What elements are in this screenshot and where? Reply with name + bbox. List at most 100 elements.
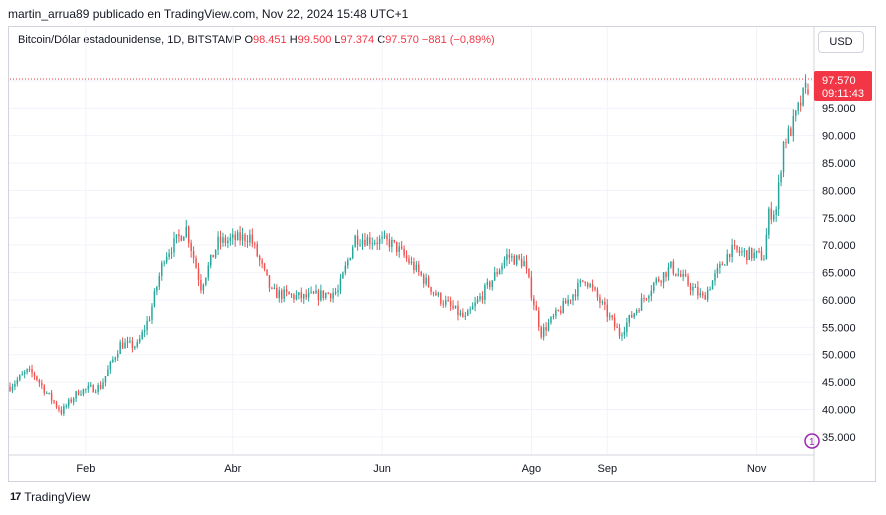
candle-body xyxy=(244,234,246,242)
candle xyxy=(418,260,420,276)
candle-body xyxy=(594,287,596,290)
candle-body xyxy=(631,315,633,318)
candle xyxy=(386,233,388,246)
candle-body xyxy=(241,234,244,241)
candle-body xyxy=(293,294,295,300)
candle-body xyxy=(721,263,724,266)
candle-body xyxy=(437,293,440,296)
candle xyxy=(574,289,577,301)
currency-button[interactable]: USD xyxy=(818,31,864,53)
candle xyxy=(227,236,229,249)
candle-body xyxy=(765,234,768,260)
candle xyxy=(19,374,21,382)
candle xyxy=(631,311,633,318)
candle-body xyxy=(782,142,785,173)
candle-body xyxy=(697,286,699,296)
candle xyxy=(604,297,606,311)
candle xyxy=(146,316,148,336)
candle-body xyxy=(163,262,165,264)
candle xyxy=(239,225,241,246)
candle xyxy=(464,311,467,321)
candle-body xyxy=(613,317,616,327)
candle xyxy=(677,267,679,277)
candle xyxy=(606,299,609,323)
candle xyxy=(520,253,523,269)
candle-body xyxy=(300,292,303,299)
candle-body xyxy=(660,281,662,283)
candle xyxy=(799,95,802,112)
candle xyxy=(119,339,121,355)
candle-body xyxy=(405,255,408,259)
candle xyxy=(645,297,648,301)
candle xyxy=(317,288,320,306)
candle-body xyxy=(19,375,21,380)
candle xyxy=(339,273,342,295)
candle-body xyxy=(530,277,533,299)
candle-body xyxy=(560,310,562,313)
candle xyxy=(293,293,295,303)
candle-body xyxy=(525,261,528,269)
candle xyxy=(594,286,596,292)
candle xyxy=(391,236,393,253)
candle-body xyxy=(70,399,72,403)
candle-body xyxy=(251,234,254,244)
candle-body xyxy=(227,240,229,244)
candle xyxy=(50,390,53,405)
candle xyxy=(14,380,16,391)
candle-body xyxy=(679,274,682,277)
candle-body xyxy=(547,322,550,331)
candle xyxy=(564,297,567,304)
candle xyxy=(92,384,94,393)
candle-body xyxy=(393,240,396,242)
candle-body xyxy=(746,250,748,261)
candle xyxy=(498,268,501,275)
candle xyxy=(440,292,442,307)
candle xyxy=(41,379,43,390)
tradingview-footer: 17 TradingView xyxy=(10,490,90,504)
candle xyxy=(427,275,430,288)
candle xyxy=(322,290,325,301)
candle xyxy=(121,337,124,350)
candle xyxy=(694,283,697,288)
close-value: 97.570 xyxy=(385,34,419,46)
candle-body xyxy=(107,369,109,377)
candle-body xyxy=(584,281,586,284)
candle xyxy=(156,285,158,296)
candle xyxy=(63,403,65,417)
candle-body xyxy=(775,209,777,215)
candle-body xyxy=(498,270,501,275)
candle-body xyxy=(347,260,349,266)
candle xyxy=(716,263,719,279)
event-icon[interactable]: 1 xyxy=(804,433,820,449)
candle xyxy=(750,247,753,262)
candle xyxy=(807,83,809,96)
candle xyxy=(31,364,33,378)
candle xyxy=(268,275,271,293)
candle xyxy=(305,289,307,300)
candle-body xyxy=(337,290,339,293)
candle-body xyxy=(329,293,332,299)
candle xyxy=(787,125,790,144)
candle-body xyxy=(288,291,290,295)
candle xyxy=(437,291,440,298)
candle-body xyxy=(628,315,631,323)
candle-body xyxy=(677,274,679,276)
candle-body xyxy=(772,214,775,220)
candle-body xyxy=(234,234,236,241)
candle-body xyxy=(109,361,112,370)
candle-body xyxy=(276,287,278,299)
candle-body xyxy=(298,292,300,296)
candle xyxy=(547,318,550,332)
candle-body xyxy=(538,310,540,327)
candle xyxy=(538,306,540,332)
symbol-title[interactable]: Bitcoin/Dólar estadounidense, 1D, BITSTA… xyxy=(18,34,242,46)
candle-body xyxy=(11,386,14,391)
candle-body xyxy=(129,340,131,342)
candle xyxy=(254,241,256,249)
candle-body xyxy=(112,359,114,362)
candle xyxy=(768,206,770,239)
candle xyxy=(351,244,354,260)
candle xyxy=(469,306,471,315)
candle xyxy=(442,300,445,309)
